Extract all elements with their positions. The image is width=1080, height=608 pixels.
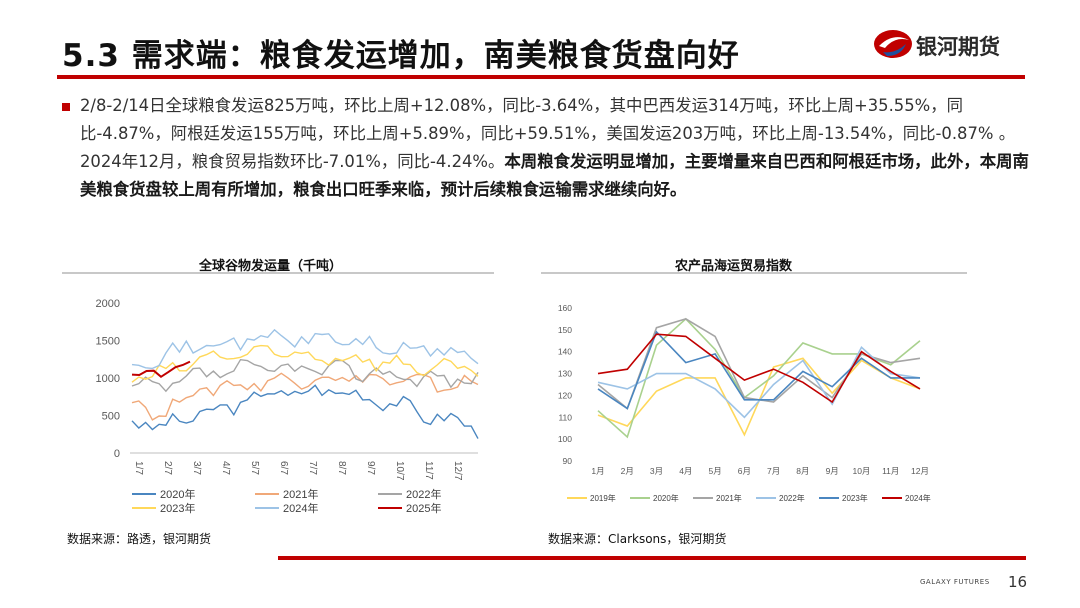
summary-highlight: 本周粮食发运明显增加，主要增量来自巴西和阿根廷市场，此外，本周南美粮食货盘较上周…: [80, 152, 1029, 199]
series-line: [131, 360, 191, 379]
x-tick-label: 3月: [650, 466, 663, 476]
y-tick-label: 130: [558, 369, 572, 379]
y-tick-label: 110: [558, 412, 572, 422]
series-line: [597, 333, 921, 404]
x-tick-label: 3/7: [191, 461, 202, 475]
legend-label: 2021年: [283, 487, 318, 501]
x-tick-label: 2月: [621, 466, 634, 476]
x-tick-label: 7/7: [307, 461, 318, 475]
summary-paragraph: 2/8-2/14日全球粮食发运825万吨，环比上周+12.08%，同比-3.64…: [80, 92, 1030, 204]
series-line: [597, 318, 921, 410]
series-line: [131, 358, 479, 393]
series-line: [131, 328, 479, 370]
series-line: [131, 344, 479, 383]
x-tick-label: 9月: [826, 466, 839, 476]
y-tick-label: 120: [558, 390, 572, 400]
y-tick-label: 140: [558, 347, 572, 357]
x-tick-label: 11/7: [423, 461, 434, 480]
x-tick-label: 10/7: [394, 461, 405, 481]
left-chart-title: 全球谷物发运量（千吨）: [199, 259, 343, 274]
right-chart-title-rule: [541, 272, 967, 274]
series-line: [597, 317, 921, 439]
legend-label: 2021年: [716, 493, 742, 503]
y-tick-label: 90: [563, 456, 573, 466]
y-tick-label: 1500: [96, 336, 120, 348]
summary-text: 2/8-2/14日全球粮食发运825万吨，环比上周+12.08%，同比-3.64…: [80, 96, 1016, 171]
x-tick-label: 9/7: [365, 461, 376, 475]
legend-label: 2024年: [905, 493, 931, 503]
x-tick-label: 4月: [679, 466, 692, 476]
x-tick-label: 5/7: [249, 461, 260, 475]
series-line: [131, 384, 479, 439]
series-line: [597, 357, 921, 437]
x-tick-label: 6/7: [278, 461, 289, 475]
x-tick-label: 5月: [708, 466, 721, 476]
x-tick-label: 12/7: [452, 461, 463, 481]
x-tick-label: 7月: [767, 466, 780, 476]
legend-label: 2019年: [590, 493, 616, 503]
agri-seaborne-index-chart: 90 100 110 120 130 140 150 160 1月 2月 3月 4月 5月 6月 7月 8月 9…: [558, 303, 931, 503]
footer-divider: [278, 556, 1026, 560]
x-tick-label: 1月: [591, 466, 604, 476]
y-tick-label: 2000: [96, 298, 120, 310]
title-divider: [57, 75, 1025, 79]
legend-label: 2025年: [406, 501, 441, 515]
x-tick-label: 2/7: [162, 461, 173, 475]
page-number: 16: [1008, 573, 1028, 591]
page-title: 5.3 需求端：粮食发运增加，南美粮食货盘向好: [62, 38, 740, 74]
logo-icon: [874, 30, 912, 58]
x-tick-label: 12月: [911, 466, 929, 476]
right-chart-source: 数据来源：Clarksons，银河期货: [548, 532, 727, 546]
legend-label: 2020年: [653, 493, 679, 503]
x-tick-label: 10月: [852, 466, 870, 476]
legend-label: 2023年: [842, 493, 868, 503]
legend-label: 2022年: [406, 487, 441, 501]
x-tick-label: 8/7: [336, 461, 347, 475]
series-line: [597, 330, 920, 410]
x-tick-label: 11月: [882, 466, 899, 476]
legend-label: 2022年: [779, 493, 805, 503]
legend-label: 2024年: [283, 501, 318, 515]
legend-label: 2023年: [160, 501, 195, 515]
legend-label: 2020年: [160, 487, 195, 501]
left-chart-source: 数据来源：路透，银河期货: [67, 532, 212, 546]
logo-text: 银河期货: [916, 35, 1000, 59]
x-tick-label: 8月: [796, 466, 809, 476]
footer-brand: GALAXY FUTURES: [920, 578, 990, 586]
bullet-marker: [62, 103, 70, 111]
x-tick-label: 1/7: [133, 461, 144, 475]
y-tick-label: 0: [114, 448, 120, 460]
x-tick-label: 6月: [738, 466, 751, 476]
y-tick-label: 100: [558, 434, 572, 444]
right-chart-title: 农产品海运贸易指数: [675, 259, 793, 274]
y-tick-label: 1000: [96, 373, 120, 385]
y-tick-label: 160: [558, 303, 572, 313]
global-grain-shipment-chart: 0 500 1000 1500 2000 1/7 2/7 3/7 4/7 5/7 6/7 7/7 8/7…: [96, 298, 479, 515]
series-line: [597, 346, 921, 419]
left-chart-title-rule: [62, 272, 494, 274]
series-line: [131, 372, 479, 421]
x-tick-label: 4/7: [220, 461, 231, 475]
y-tick-label: 150: [558, 325, 572, 335]
y-tick-label: 500: [102, 411, 120, 423]
